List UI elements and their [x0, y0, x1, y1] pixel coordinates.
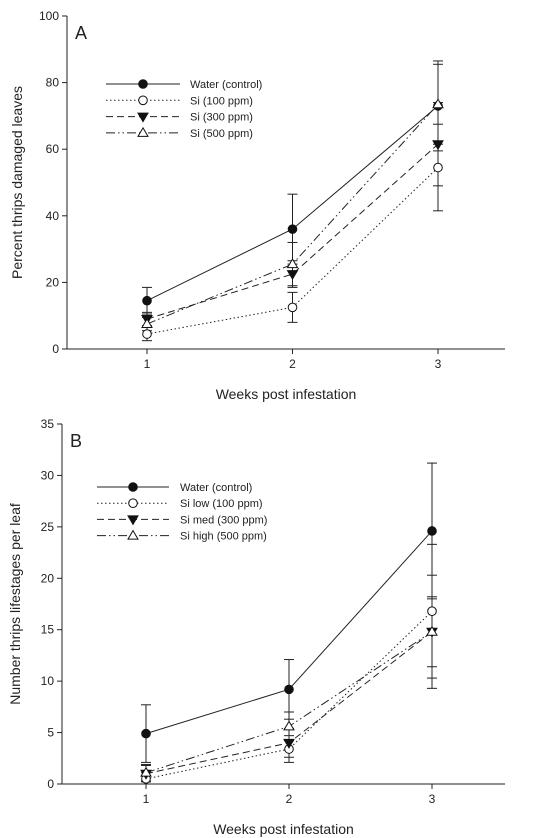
panel-a-legend-marker [138, 79, 148, 89]
panel-b-series-2-point [427, 606, 437, 617]
panel-b-series-1-point [284, 684, 294, 695]
panel-b-legend-marker [128, 482, 138, 492]
panel-a-series-2-line [146, 167, 439, 335]
panel-b-legend-entry: Si low (100 ppm) [180, 498, 263, 510]
panel-b-legend-entry: Si high (500 ppm) [180, 531, 267, 543]
panel-a-panel-label: A [75, 23, 87, 43]
panel-b-y-tick-label: 15 [41, 623, 55, 637]
panel-a-legend-marker [137, 126, 149, 137]
panel-a-y-tick-label: 100 [39, 9, 59, 23]
panel-a-x-tick-label: 3 [435, 357, 442, 371]
panel-b-series-2-line [145, 610, 433, 780]
panel-b-x-tick-label: 1 [143, 792, 150, 806]
panel-a-y-tick-label: 40 [46, 209, 60, 223]
panel-b-panel-label: B [70, 431, 82, 451]
panel-a-series-2-point [433, 162, 443, 173]
panel-b-legend-marker [127, 529, 139, 540]
panel-b-y-tick-label: 5 [47, 726, 54, 740]
panel-a-x-tick-label: 1 [144, 357, 151, 371]
panel-b-legend-marker [127, 515, 139, 526]
panel-b-y-tick-label: 10 [41, 674, 55, 688]
panel-a-legend-marker [138, 95, 148, 106]
panel-b-series-1-point [427, 526, 437, 536]
panel-a-y-tick-label: 80 [46, 76, 60, 90]
panel-a-series-4-point [286, 258, 299, 269]
panel-a-y-tick-label: 0 [52, 342, 59, 356]
panel-a-series-4-point [141, 318, 153, 329]
panel-b-series-1-point [141, 728, 151, 739]
panel-a-legend-entry: Si (500 ppm) [190, 128, 253, 140]
panel-a-series-2-point [142, 329, 152, 339]
panel-b-series-4-point [283, 720, 295, 731]
panel-a-series-3-line [146, 143, 439, 320]
panel-a-series-4-line [146, 103, 439, 325]
panel-b-series-4-point [140, 766, 152, 777]
panel-a-series-1-point [142, 295, 152, 306]
panel-b-y-tick-label: 20 [41, 571, 55, 585]
panel-a-legend-entry: Si (100 ppm) [190, 95, 253, 107]
panel-b-y-tick-label: 25 [41, 520, 55, 534]
panel-b-legend-marker [128, 498, 138, 509]
panel-b-legend-entry: Water (control) [180, 482, 252, 494]
panel-a-series-4-point [432, 98, 444, 109]
panel-a-chart: 0 20 40 60 80 100 1 2 3 Weeks post infestation Per… [9, 9, 505, 402]
panel-a-x-axis-title: Weeks post infestation [216, 386, 357, 402]
panel-b-legend-entry: Si med (300 ppm) [180, 514, 267, 526]
panel-a-x-tick-label: 2 [289, 357, 296, 371]
panel-b-x-axis-title: Weeks post infestation [213, 821, 354, 837]
panel-b-y-tick-label: 30 [41, 468, 55, 482]
panel-a-series-3-point [286, 270, 299, 281]
panel-a-y-axis-title: Percent thrips damaged leaves [9, 86, 25, 279]
panel-a-series-1-point [287, 224, 298, 234]
panel-a-series-2-point [287, 302, 298, 313]
panel-a-legend-marker [137, 112, 149, 123]
panel-b-x-tick-label: 2 [286, 792, 293, 806]
panel-b-series-3-point [283, 738, 295, 749]
panel-b-y-tick-label: 35 [41, 417, 55, 431]
panel-a-y-tick-label: 20 [46, 275, 60, 289]
panel-a-legend-entry: Water (control) [190, 79, 262, 91]
panel-b-x-tick-label: 3 [429, 792, 436, 806]
panel-b-y-tick-label: 0 [47, 777, 54, 791]
panel-a-y-tick-label: 60 [46, 142, 60, 156]
panel-a-legend-entry: Si (300 ppm) [190, 112, 253, 124]
panel-b-chart: 0 5 10 15 20 25 30 35 1 2 3 Weeks post infestation N… [7, 417, 505, 837]
panel-b-y-axis-title: Number thrips lifestages per leaf [7, 503, 23, 705]
panel-a-series-3-point [432, 140, 444, 151]
panel-b-series-4-point [426, 625, 438, 636]
